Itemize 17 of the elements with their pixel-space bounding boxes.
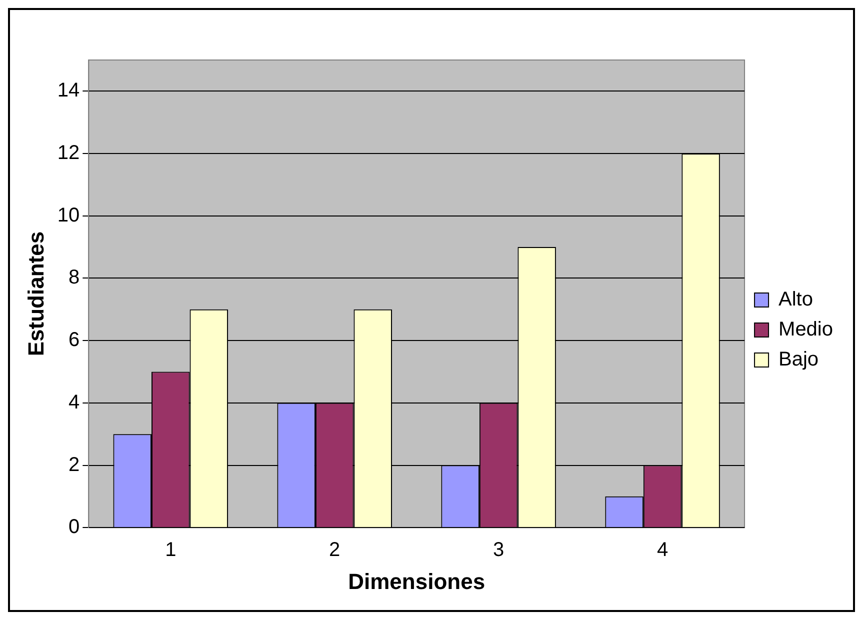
x-tick-label: 1	[165, 539, 176, 562]
y-tick-label: 2	[68, 454, 80, 476]
y-tick-label: 12	[57, 142, 80, 164]
x-axis-title: Dimensiones	[348, 568, 486, 594]
y-tick-label: 8	[68, 266, 80, 289]
y-tick-label: 4	[68, 391, 80, 414]
y-tick-label: 6	[68, 329, 80, 352]
y-tick-label: 10	[57, 204, 80, 226]
x-tick-label: 2	[329, 539, 340, 562]
legend-label: Bajo	[778, 348, 819, 371]
x-tick-label: 3	[493, 539, 504, 562]
x-tick-label: 4	[656, 539, 668, 562]
y-axis-title: Estudiantes	[23, 231, 48, 356]
y-tick-label: 14	[57, 80, 80, 102]
y-tick-label: 0	[68, 516, 80, 538]
legend-label: Medio	[778, 318, 834, 341]
legend-label: Alto	[778, 288, 813, 311]
